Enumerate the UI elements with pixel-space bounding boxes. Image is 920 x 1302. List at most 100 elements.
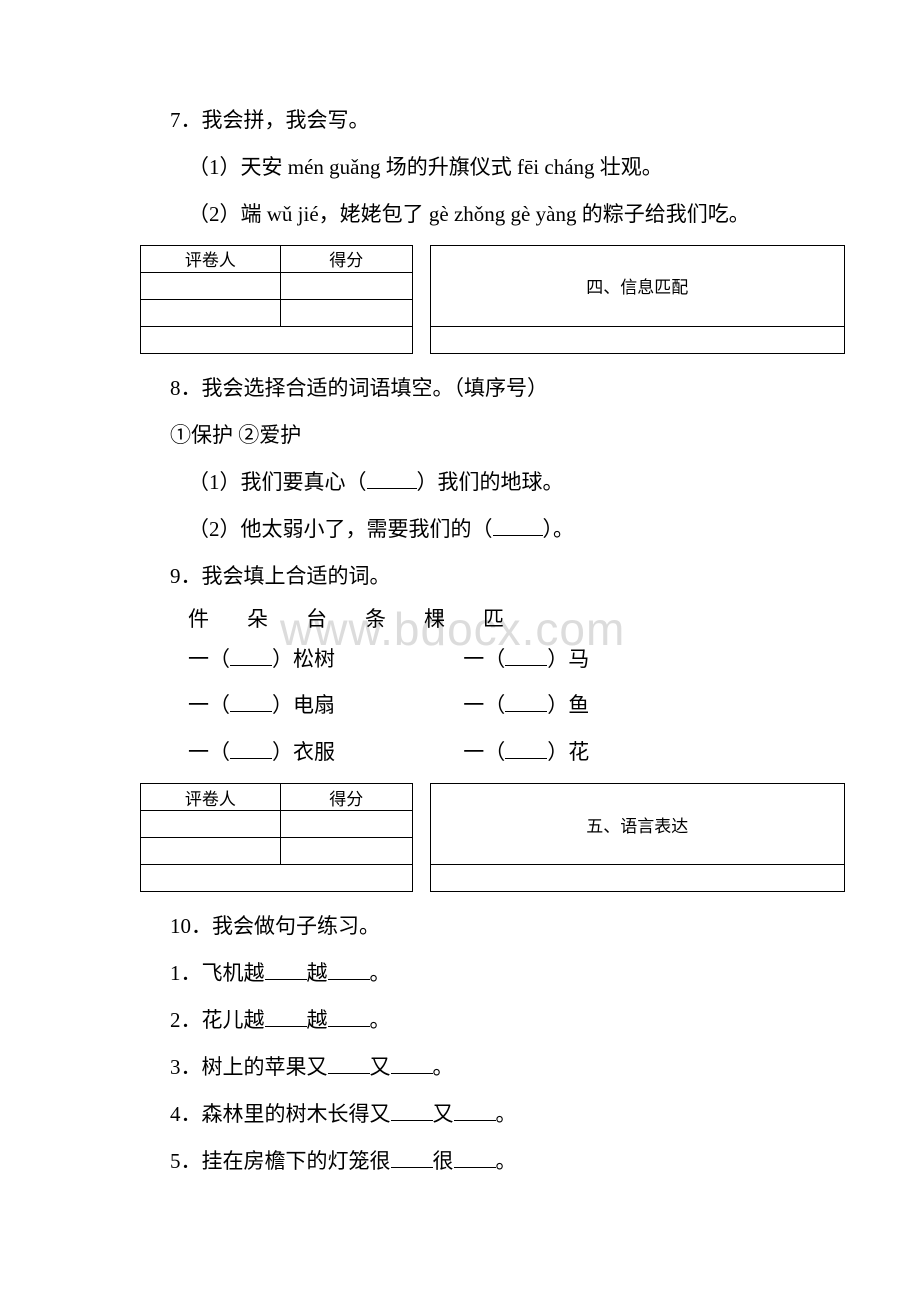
- q9-r2b-end: ）鱼: [547, 693, 589, 717]
- q9-title: 9．我会填上合适的词。: [140, 556, 780, 597]
- q10-s3-blank2[interactable]: [391, 1051, 433, 1074]
- q8-2-blank[interactable]: [493, 513, 543, 536]
- table4-bottom-spacer: [412, 326, 430, 353]
- table4-blank1: [141, 272, 281, 299]
- table4-h2: 得分: [280, 245, 412, 272]
- table5-bottom-right: [430, 865, 844, 892]
- q9-r2b-blank[interactable]: [505, 689, 547, 712]
- table4-blank2: [280, 272, 412, 299]
- q10-s4: 4．森林里的树木长得又 又 。: [140, 1094, 780, 1135]
- table4-bottom-left: [141, 326, 413, 353]
- q10-s2-a: 2．花儿越: [170, 1008, 265, 1032]
- q10-s1-a: 1．飞机越: [170, 961, 265, 985]
- q9-r1b-pre: 一（: [463, 647, 505, 671]
- q9-r1a-end: ）松树: [272, 647, 335, 671]
- table4-section: 四、信息匹配: [430, 245, 844, 326]
- q9-r3b-blank[interactable]: [505, 736, 547, 759]
- q10-s2-blank2[interactable]: [328, 1004, 370, 1027]
- q9-words: 件朵台条棵匹: [140, 603, 780, 633]
- q10-s2-blank1[interactable]: [265, 1004, 307, 1027]
- q10-s2-c: 。: [370, 1008, 391, 1032]
- table5-bottom-spacer: [412, 865, 430, 892]
- q8-1-blank[interactable]: [367, 466, 417, 489]
- q10-s1: 1．飞机越 越 。: [140, 953, 780, 994]
- score-table-4: 评卷人 得分 四、信息匹配: [140, 245, 780, 354]
- table5-section: 五、语言表达: [430, 784, 844, 865]
- q10-s4-b: 又: [433, 1102, 454, 1126]
- table5-h2: 得分: [280, 784, 412, 811]
- document-content: 7．我会拼，我会写。 （1）天安 mén guǎng 场的升旗仪式 fēi ch…: [140, 100, 780, 1182]
- q10-s5-blank2[interactable]: [454, 1145, 496, 1168]
- q10-s3-a: 3．树上的苹果又: [170, 1055, 328, 1079]
- q9-r1b-blank[interactable]: [505, 642, 547, 665]
- q10-s3: 3．树上的苹果又 又 。: [140, 1047, 780, 1088]
- q9-r3b-pre: 一（: [463, 740, 505, 764]
- q9-r3b-end: ）花: [547, 740, 589, 764]
- table4-blank4: [280, 299, 412, 326]
- q9-r2a-end: ）电扇: [272, 693, 335, 717]
- q8-2-pre: （2）他太弱小了，需要我们的（: [188, 517, 493, 541]
- q9-w1: 件: [188, 603, 209, 633]
- table5-blank2: [280, 811, 412, 838]
- q9-r3a-pre: 一（: [188, 740, 230, 764]
- q10-s1-blank2[interactable]: [328, 957, 370, 980]
- table5-spacer: [412, 784, 430, 865]
- q8-1-pre: （1）我们要真心（: [188, 470, 367, 494]
- q10-s3-blank1[interactable]: [328, 1051, 370, 1074]
- q7-item2: （2）端 wǔ jié，姥姥包了 gè zhǒng gè yàng 的粽子给我们…: [140, 194, 780, 235]
- q9-row2: 一（ ）电扇 一（ ）鱼: [140, 685, 780, 726]
- q10-s5-blank1[interactable]: [391, 1145, 433, 1168]
- q10-s2: 2．花儿越越。: [140, 1000, 780, 1041]
- q7-title: 7．我会拼，我会写。: [140, 100, 780, 141]
- q8-title: 8．我会选择合适的词语填空。（填序号）: [140, 368, 780, 409]
- q9-r1a-pre: 一（: [188, 647, 230, 671]
- q8-2-end: ）。: [543, 517, 575, 541]
- q7-1-pre: （1）天安: [188, 155, 288, 179]
- table5-blank1: [141, 811, 281, 838]
- q10-s4-a: 4．森林里的树木长得又: [170, 1102, 391, 1126]
- q8-1-end: ）我们的地球。: [417, 470, 564, 494]
- q9-w3: 台: [306, 603, 327, 633]
- q10-s3-b: 又: [370, 1055, 391, 1079]
- q9-w2: 朵: [247, 603, 268, 633]
- q9-row1: 一（ ）松树 一（ ）马: [140, 639, 780, 680]
- q9-r2a-blank[interactable]: [230, 689, 272, 712]
- q10-s1-b: 越: [307, 961, 328, 985]
- q9-w6: 匹: [483, 603, 504, 633]
- table4-bottom-right: [430, 326, 844, 353]
- q10-s1-blank1[interactable]: [265, 957, 307, 980]
- q10-s4-c: 。: [496, 1102, 517, 1126]
- q9-r2b-pre: 一（: [463, 693, 505, 717]
- q7-2-pre: （2）端: [188, 202, 267, 226]
- q8-options: ①保护 ②爱护: [140, 415, 780, 456]
- table4-spacer: [412, 245, 430, 326]
- q8-item1: （1）我们要真心（ ）我们的地球。: [140, 462, 780, 503]
- table4-blank3: [141, 299, 281, 326]
- q7-2-end: 的粽子给我们吃。: [582, 202, 750, 226]
- q7-2-mid: ，姥姥包了: [319, 202, 429, 226]
- q7-item1: （1）天安 mén guǎng 场的升旗仪式 fēi cháng 壮观。: [140, 147, 780, 188]
- q9-r2a-pre: 一（: [188, 693, 230, 717]
- q10-s5: 5．挂在房檐下的灯笼很很。: [140, 1141, 780, 1182]
- table5-bottom-left: [141, 865, 413, 892]
- q9-row3: 一（）衣服 一（）花: [140, 732, 780, 773]
- q9-r1b-end: ）马: [547, 647, 589, 671]
- table5-blank3: [141, 838, 281, 865]
- q9-w4: 条: [365, 603, 386, 633]
- q7-1-end: 壮观。: [600, 155, 663, 179]
- q10-s5-c: 。: [496, 1149, 517, 1173]
- q7-2-py2: gè zhǒng gè yàng: [429, 202, 582, 226]
- q9-r3a-blank[interactable]: [230, 736, 272, 759]
- q8-item2: （2）他太弱小了，需要我们的（ ）。: [140, 509, 780, 550]
- q10-s4-blank1[interactable]: [391, 1098, 433, 1121]
- q10-s3-c: 。: [433, 1055, 454, 1079]
- table5-h1: 评卷人: [141, 784, 281, 811]
- q9-w5: 棵: [424, 603, 445, 633]
- table5-blank4: [280, 838, 412, 865]
- q10-s4-blank2[interactable]: [454, 1098, 496, 1121]
- q9-r1a-blank[interactable]: [230, 642, 272, 665]
- q10-title: 10．我会做句子练习。: [140, 906, 780, 947]
- score-table-5: 评卷人 得分 五、语言表达: [140, 783, 780, 892]
- q10-s5-a: 5．挂在房檐下的灯笼很: [170, 1149, 391, 1173]
- q10-s1-c: 。: [370, 961, 391, 985]
